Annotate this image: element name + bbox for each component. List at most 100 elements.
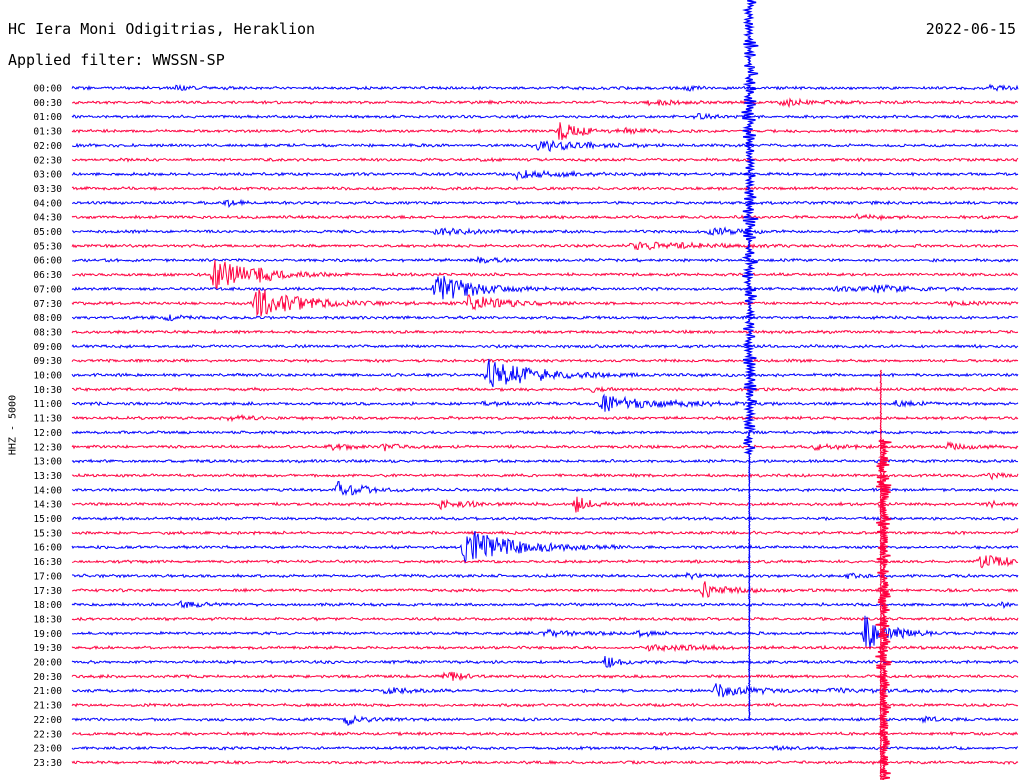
row-label-0300: 03:00: [33, 170, 62, 181]
trace-row-2230: [71, 730, 1019, 737]
row-label-1700: 17:00: [33, 571, 62, 582]
trace-row-1100: [71, 393, 1019, 412]
row-label-0900: 09:00: [33, 342, 62, 353]
trace-row-1530: [71, 528, 1019, 536]
row-labels: 00:00 00:30 01:00 01:30 02:00 02:30 03:00 03:30…: [33, 84, 62, 769]
filter-label: Applied filter: WWSSN-SP: [8, 51, 225, 69]
trace-row-2130: [71, 702, 1019, 708]
row-label-0600: 06:00: [33, 256, 62, 267]
row-label-0530: 05:30: [33, 241, 62, 252]
trace-row-1230: [71, 440, 1019, 452]
trace-row-0530: [71, 241, 1019, 251]
row-label-0800: 08:00: [33, 313, 62, 324]
trace-row-1730: [71, 581, 1019, 598]
trace-row-1030: [71, 385, 1019, 393]
trace-row-0700: [71, 275, 1019, 300]
trace-row-2000: [71, 655, 1019, 668]
row-label-0830: 08:30: [33, 327, 62, 338]
trace-row-2030: [71, 671, 1019, 682]
row-label-0030: 00:30: [33, 98, 62, 109]
row-label-1830: 18:30: [33, 614, 62, 625]
major-event-spikes: [741, 0, 892, 780]
row-label-1000: 10:00: [33, 371, 62, 382]
trace-row-0100: [71, 112, 1019, 120]
trace-row-0030: [71, 97, 1019, 109]
trace-row-1130: [71, 414, 1019, 423]
trace-row-1330: [71, 471, 1019, 481]
row-label-0430: 04:30: [33, 213, 62, 224]
trace-row-1700: [71, 571, 1019, 581]
trace-row-0300: [71, 169, 1019, 182]
row-label-1500: 15:00: [33, 514, 62, 525]
row-label-0730: 07:30: [33, 299, 62, 310]
trace-row-1200: [71, 429, 1019, 435]
trace-row-0500: [71, 226, 1019, 237]
row-label-2330: 23:30: [33, 758, 62, 769]
trace-row-0600: [71, 255, 1019, 264]
trace-row-0830: [71, 328, 1019, 335]
trace-row-1300: [71, 458, 1019, 464]
trace-row-2100: [71, 683, 1019, 698]
date-label: 2022-06-15: [925, 20, 1016, 38]
row-label-1630: 16:30: [33, 557, 62, 568]
row-label-2000: 20:00: [33, 658, 62, 669]
row-label-1800: 18:00: [33, 600, 62, 611]
row-label-1430: 14:30: [33, 500, 62, 511]
trace-row-0730: [71, 289, 1019, 317]
trace-row-0430: [71, 212, 1019, 222]
trace-row-1800: [71, 599, 1019, 610]
row-label-2130: 21:30: [33, 701, 62, 712]
trace-row-0000: [71, 83, 1019, 92]
row-label-2030: 20:30: [33, 672, 62, 683]
trace-row-1930: [71, 643, 1019, 653]
row-label-1230: 12:30: [33, 442, 62, 453]
trace-row-0200: [71, 139, 1019, 153]
seismic-traces: [71, 83, 1019, 766]
row-label-2200: 22:00: [33, 715, 62, 726]
row-label-1730: 17:30: [33, 586, 62, 597]
row-label-0100: 01:00: [33, 112, 62, 123]
trace-row-0130: [71, 122, 1019, 141]
trace-row-0400: [71, 198, 1019, 208]
row-label-0130: 01:30: [33, 127, 62, 138]
row-label-1300: 13:00: [33, 457, 62, 468]
row-label-1330: 13:30: [33, 471, 62, 482]
row-label-1530: 15:30: [33, 528, 62, 539]
event-spike-0: [741, 0, 759, 455]
trace-row-2300: [71, 744, 1019, 752]
row-label-0500: 05:00: [33, 227, 62, 238]
row-label-0630: 06:30: [33, 270, 62, 281]
row-label-2300: 23:00: [33, 744, 62, 755]
row-label-2100: 21:00: [33, 686, 62, 697]
row-label-1100: 11:00: [33, 399, 62, 410]
row-label-0700: 07:00: [33, 284, 62, 295]
trace-row-1500: [71, 515, 1019, 522]
trace-row-0800: [71, 314, 1019, 322]
row-label-1900: 19:00: [33, 629, 62, 640]
row-label-0200: 02:00: [33, 141, 62, 152]
row-label-0230: 02:30: [33, 155, 62, 166]
trace-row-2200: [71, 714, 1019, 726]
trace-row-1900: [71, 615, 1019, 649]
event-spike-1: [747, 453, 751, 721]
row-label-1130: 11:30: [33, 414, 62, 425]
row-label-0930: 09:30: [33, 356, 62, 367]
station-title: HC Iera Moni Odigitrias, Heraklion: [8, 20, 316, 38]
row-label-1600: 16:00: [33, 543, 62, 554]
row-label-1200: 12:00: [33, 428, 62, 439]
trace-row-0230: [71, 156, 1019, 163]
row-label-2230: 22:30: [33, 729, 62, 740]
trace-row-0630: [71, 259, 1019, 290]
row-label-1400: 14:00: [33, 485, 62, 496]
trace-row-1000: [71, 358, 1019, 388]
trace-row-1600: [71, 530, 1019, 564]
row-label-0330: 03:30: [33, 184, 62, 195]
event-spike-3: [875, 439, 892, 780]
row-label-0000: 00:00: [33, 84, 62, 95]
trace-row-1430: [71, 496, 1019, 513]
row-label-1030: 10:30: [33, 385, 62, 396]
row-label-1930: 19:30: [33, 643, 62, 654]
row-label-0400: 04:00: [33, 198, 62, 209]
trace-row-1630: [71, 555, 1019, 569]
